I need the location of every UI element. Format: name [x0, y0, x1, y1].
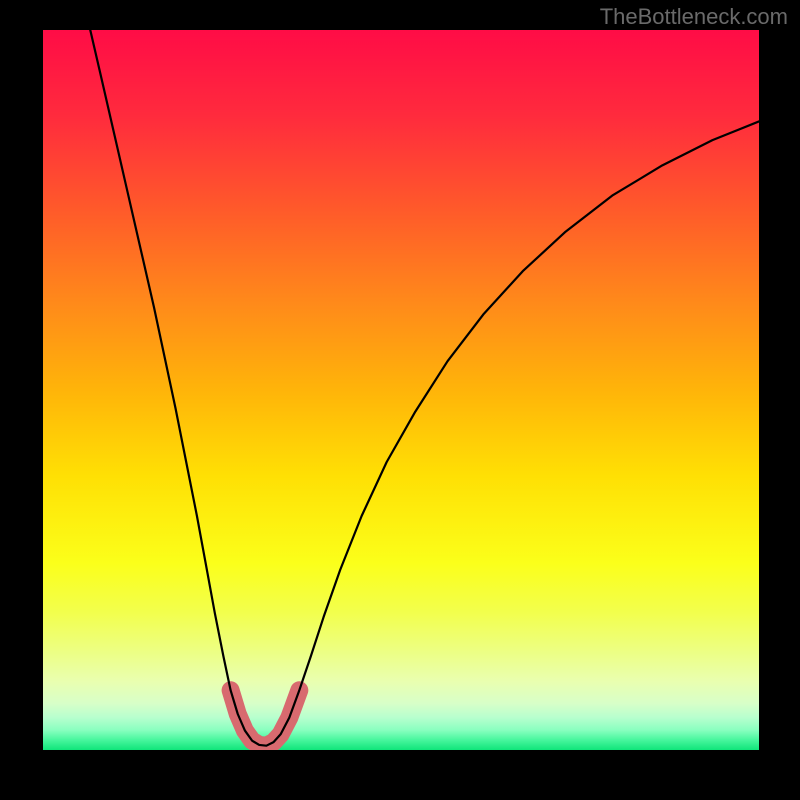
chart-container: TheBottleneck.com [0, 0, 800, 800]
watermark-text: TheBottleneck.com [600, 4, 788, 30]
plot-area [43, 30, 759, 750]
gradient-background [43, 30, 759, 750]
bottleneck-curve-chart [43, 30, 759, 750]
